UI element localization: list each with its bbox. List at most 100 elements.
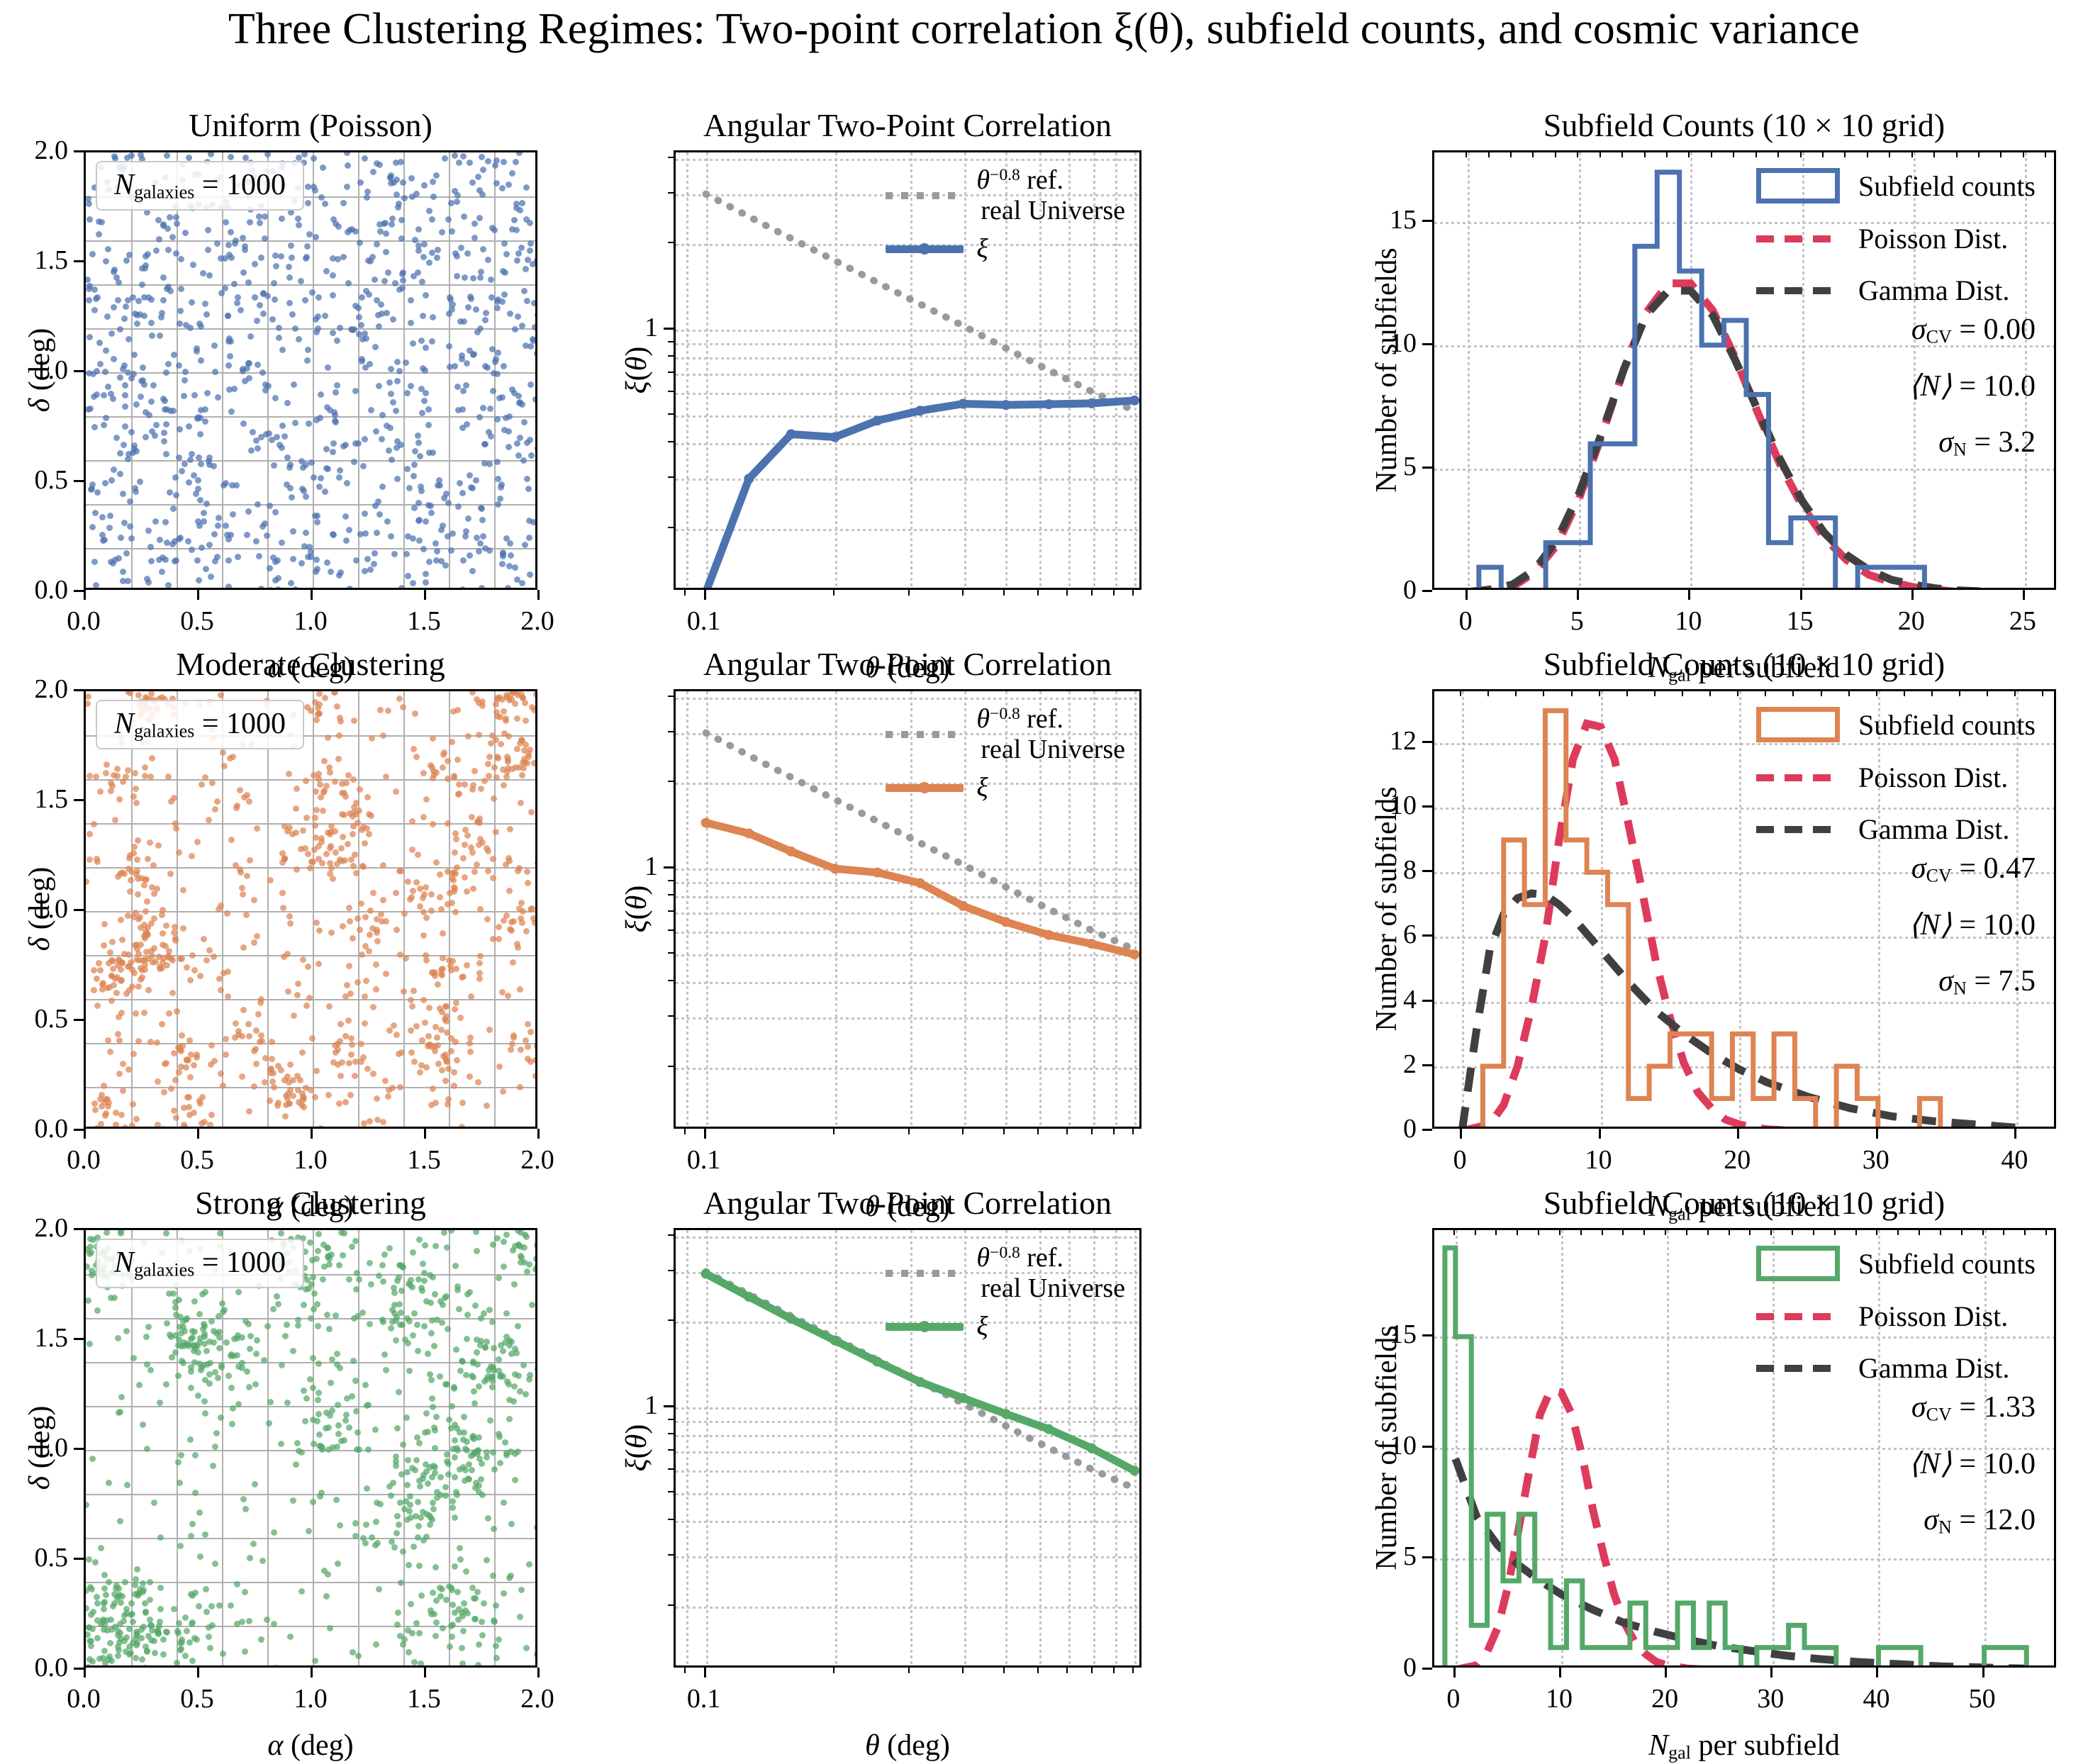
corr-legend-item-xi: ξ [886, 234, 1125, 264]
n-galaxies-badge: Ngalaxies = 1000 [96, 161, 304, 211]
y-tick-mark [664, 328, 674, 330]
hist-gridline-h [1434, 1336, 2054, 1339]
corr-gridline-h [676, 1017, 1139, 1020]
y-tick-mark [74, 1338, 84, 1340]
hist-gridline-v [1739, 691, 1742, 1127]
stat-line: σN = 12.0 [1924, 1504, 2036, 1539]
x-tick-label: 10 [1585, 1145, 1612, 1175]
corr-gridline-h [676, 374, 1139, 376]
corr-gridline-h [676, 954, 1139, 957]
hist-legend-item-poisson: Poisson Dist. [1756, 222, 2036, 255]
x-minor-tick-top [1487, 150, 1490, 157]
corr-gridline-v [1134, 1230, 1137, 1665]
corr-legend-label-xi: ξ [976, 1312, 988, 1342]
corr-gridline-v [910, 691, 913, 1127]
y-minor-tick [668, 1065, 674, 1067]
y-tick-mark [664, 866, 674, 869]
strong-correlation-xlabel: θ (deg) [865, 1729, 950, 1762]
x-tick-label: 1.5 [407, 1684, 441, 1714]
scatter-gridline-v [403, 691, 405, 1127]
stat-line: ⟨N⟩ = 10.0 [1909, 369, 2036, 403]
x-tick-mark [1876, 1668, 1879, 1678]
hist-legend-item-gamma: Gamma Dist. [1756, 813, 2036, 846]
x-minor-tick-top [1688, 150, 1690, 157]
hist-gridline-h [1434, 1001, 2054, 1004]
dotted-line-swatch [886, 730, 964, 738]
x-tick-label: 30 [1757, 1684, 1785, 1714]
legend-dash-swatch [1756, 1364, 1841, 1372]
dotted-line-swatch [886, 191, 964, 199]
hist-legend-label: Poisson Dist. [1858, 761, 2009, 793]
corr-legend-label-reference: θ−0.8 ref. real Universe [976, 165, 1125, 225]
figure-canvas: Three Clustering Regimes: Two-point corr… [23, 5, 2088, 1763]
x-minor-tick-top [1510, 150, 1512, 157]
x-minor-tick [908, 590, 910, 596]
hist-stats: σCV = 0.00 ⟨N⟩ = 10.0 σN = 3.2 [1909, 302, 2036, 471]
moderate-scatter-axes: Ngalaxies = 1000 [84, 689, 537, 1129]
x-tick-mark [1453, 1668, 1456, 1678]
hist-step-outline [1480, 708, 1943, 1127]
y-tick-mark [74, 1448, 84, 1450]
hist-curves [1470, 169, 1981, 588]
corr-marker [958, 398, 968, 409]
hist-gridline-v [1579, 152, 1582, 588]
x-tick-label: 40 [1863, 1684, 1890, 1714]
corr-curves [700, 729, 1139, 960]
hist-gridline-h [1434, 742, 2054, 745]
y-tick-mark [1422, 466, 1432, 469]
y-tick-mark [74, 370, 84, 372]
hist-legend-label: Subfield counts [1858, 1247, 2036, 1280]
corr-marker [872, 1356, 883, 1367]
corr-gridline-v [1115, 152, 1117, 588]
y-tick-mark [1422, 1064, 1432, 1066]
y-tick-label: 0.0 [34, 1114, 69, 1144]
scatter-gridline-h [86, 779, 535, 781]
y-minor-tick [668, 242, 674, 244]
x-minor-tick [1112, 1129, 1115, 1134]
stat-line: σN = 3.2 [1938, 426, 2036, 461]
moderate-histogram-panel: Subfield Counts (10 × 10 grid) Subfield c… [1354, 645, 2088, 1224]
y-tick-mark [1422, 999, 1432, 1002]
y-minor-tick [668, 476, 674, 479]
corr-gridline-v [1068, 1230, 1071, 1665]
x-tick-label: 2.0 [520, 606, 554, 636]
x-tick-mark [1688, 590, 1691, 600]
y-minor-tick [668, 730, 674, 732]
scatter-gridline-v [177, 691, 178, 1127]
corr-marker [872, 415, 883, 426]
corr-gridline-v [964, 152, 966, 588]
x-minor-tick-top [1707, 1228, 1709, 1235]
y-tick-label: 1.5 [34, 1323, 69, 1353]
corr-gridline-h [676, 1451, 1139, 1454]
y-tick-label: 1 [644, 313, 658, 343]
corr-series-reference [702, 729, 1139, 954]
x-minor-tick [1066, 1129, 1068, 1134]
x-tick-label: 1.5 [407, 606, 441, 636]
uniform-histogram-panel: Subfield Counts (10 × 10 grid) Subfield c… [1354, 106, 2088, 686]
x-minor-tick-top [1911, 150, 1913, 157]
hist-legend: Subfield counts Poisson Dist. Gamma Dist. [1756, 168, 2036, 325]
x-tick-mark [703, 1129, 706, 1139]
x-tick-label: 40 [2001, 1145, 2028, 1175]
y-tick-label: 4 [1403, 984, 1417, 1015]
hist-legend-label: Poisson Dist. [1858, 1300, 2009, 1332]
x-tick-label: 0.5 [180, 606, 214, 636]
corr-curves [702, 190, 1139, 588]
y-minor-tick [668, 1015, 674, 1017]
x-tick-mark [1558, 1668, 1561, 1678]
scatter-gridline-h [86, 1626, 535, 1627]
corr-gridline-h [676, 1521, 1139, 1524]
hist-curves [1458, 708, 2017, 1127]
corr-gridline-v [1134, 152, 1137, 588]
legend-box-swatch [1756, 168, 1841, 203]
x-tick-mark [1770, 1668, 1773, 1678]
x-minor-tick [1003, 590, 1005, 596]
y-minor-tick [668, 781, 674, 783]
moderate-scatter-title: Moderate Clustering [176, 646, 445, 682]
corr-marker [915, 406, 925, 416]
hist-legend-item-poisson: Poisson Dist. [1756, 761, 2036, 794]
x-minor-tick [832, 1129, 834, 1134]
hist-legend-label: Gamma Dist. [1858, 813, 2010, 845]
hist-gridline-v [1913, 152, 1916, 588]
x-tick-label: 20 [1897, 606, 1925, 636]
